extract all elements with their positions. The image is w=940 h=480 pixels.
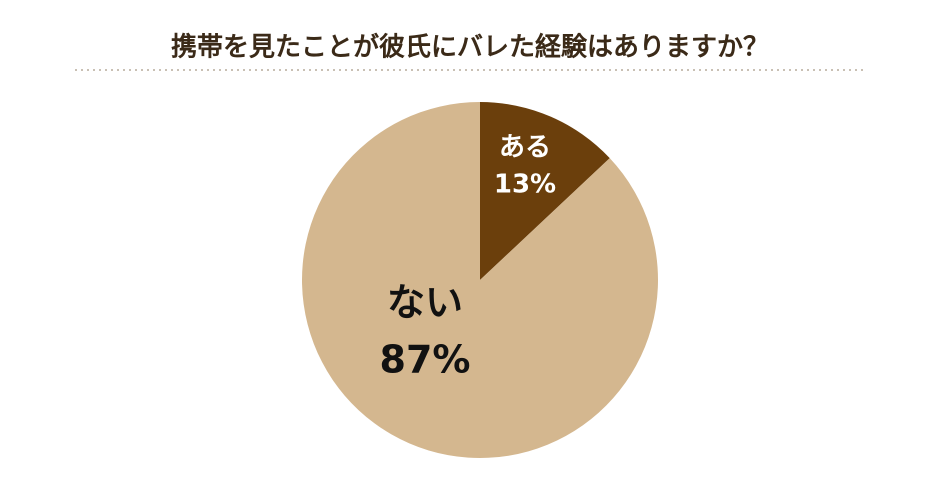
- chart-title: 携帯を見たことが彼氏にバレた経験はありますか？: [171, 32, 769, 63]
- pie-slice: [302, 102, 658, 459]
- slice-label: ない: [387, 281, 463, 325]
- slice-value: 87%: [380, 338, 471, 382]
- slice-label: ある: [499, 133, 551, 163]
- pie-slice: [480, 102, 610, 280]
- slice-value: 13%: [494, 170, 556, 200]
